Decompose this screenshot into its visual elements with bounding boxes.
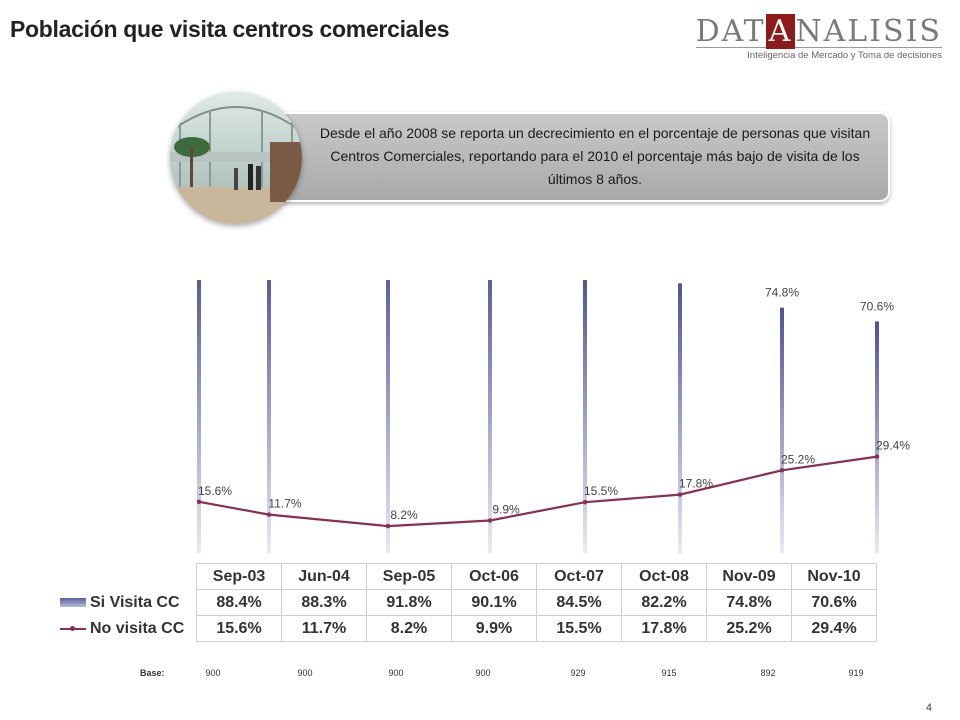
table-category-cell: Jun-04: [281, 563, 367, 590]
bar-si-visita: [488, 280, 492, 553]
page-title: Población que visita centros comerciales: [10, 16, 450, 42]
bar-si-visita: [678, 283, 682, 553]
legend-no-visita: No visita CC: [60, 620, 184, 638]
callout-box: Desde el año 2008 se reporta un decrecim…: [250, 112, 890, 202]
page-number: 4: [925, 702, 932, 714]
no-visita-point: [677, 492, 683, 497]
line-swatch-icon: [60, 626, 86, 631]
base-value: 919: [848, 668, 864, 678]
legend-si-visita: Si Visita CC: [60, 594, 180, 612]
bar-si-visita: [780, 307, 784, 553]
table-no-cell: 15.5%: [536, 615, 622, 642]
table-no-cell: 17.8%: [621, 615, 707, 642]
bar-swatch-icon: [60, 598, 86, 607]
bar-si-visita: [267, 280, 271, 553]
table-no-cell: 9.9%: [451, 615, 537, 642]
table-header-row: Sep-03 Jun-04 Sep-05 Oct-06 Oct-07 Oct-08 Nov-…: [196, 563, 877, 590]
line-data-label: 25.2%: [781, 452, 815, 466]
base-value: 900: [205, 668, 221, 678]
bar-si-visita: [875, 321, 879, 553]
logo-wordmark: DAT A NALISIS: [695, 14, 942, 49]
table-si-cell: 84.5%: [536, 589, 622, 616]
table-category-cell: Oct-07: [536, 563, 622, 590]
datanalisis-logo: DAT A NALISIS Inteligencia de Mercado y To…: [695, 14, 942, 61]
no-visita-point: [266, 512, 272, 517]
legend-label: Si Visita CC: [90, 594, 180, 611]
line-data-label: 9.9%: [492, 503, 520, 517]
table-si-cell: 88.3%: [281, 589, 367, 616]
table-no-cell: 8.2%: [366, 615, 452, 642]
bar-data-label: 74.8%: [765, 286, 799, 300]
base-label: Base:: [140, 668, 165, 678]
data-table: Sep-03 Jun-04 Sep-05 Oct-06 Oct-07 Oct-08 Nov-…: [196, 563, 877, 642]
shopping-mall-photo: [170, 92, 302, 224]
table-category-cell: Oct-06: [451, 563, 537, 590]
table-no-cell: 11.7%: [281, 615, 367, 642]
line-data-label: 8.2%: [390, 508, 418, 522]
table-no-cell: 25.2%: [706, 615, 792, 642]
no-visita-point: [196, 499, 202, 505]
visits-chart: 88.4%88.3%91.8%90.1%84.5%82.2%74.8%70.6%…: [196, 280, 910, 553]
callout-text: Desde el año 2008 se reporta un decrecim…: [319, 125, 871, 187]
table-si-cell: 88.4%: [196, 589, 282, 616]
bar-si-visita: [197, 280, 201, 553]
table-si-cell: 91.8%: [366, 589, 452, 616]
table-row-no: 15.6% 11.7% 8.2% 9.9% 15.5% 17.8% 25.2% 29.4%: [196, 615, 877, 642]
table-si-cell: 70.6%: [791, 589, 877, 616]
no-visita-line: [198, 455, 878, 528]
no-visita-point: [582, 499, 588, 505]
base-value: 915: [661, 668, 677, 678]
base-value: 900: [475, 668, 491, 678]
base-value: 929: [570, 668, 586, 678]
bar-si-visita: [583, 280, 587, 553]
table-no-cell: 15.6%: [196, 615, 282, 642]
table-category-cell: Sep-05: [366, 563, 452, 590]
no-visita-point: [779, 468, 785, 473]
table-si-cell: 74.8%: [706, 589, 792, 616]
table-no-cell: 29.4%: [791, 615, 877, 642]
bar-data-label: 70.6%: [860, 299, 894, 313]
no-visita-point: [487, 518, 493, 523]
table-category-cell: Nov-09: [706, 563, 792, 590]
table-category-cell: Sep-03: [196, 563, 282, 590]
table-row-si: 88.4% 88.3% 91.8% 90.1% 84.5% 82.2% 74.8% 70.6%: [196, 589, 877, 616]
line-data-label: 17.8%: [679, 477, 713, 491]
table-category-cell: Oct-08: [621, 563, 707, 590]
base-value: 892: [760, 668, 776, 678]
line-data-label: 15.5%: [584, 484, 618, 498]
no-visita-point: [385, 523, 391, 529]
line-data-label: 15.6%: [198, 484, 232, 498]
line-data-label: 11.7%: [268, 497, 301, 511]
legend-label: No visita CC: [90, 620, 185, 637]
base-value: 900: [388, 668, 404, 678]
bar-si-visita: [386, 280, 390, 553]
logo-tagline: Inteligencia de Mercado y Toma de decisi…: [695, 47, 942, 61]
base-value: 900: [297, 668, 313, 678]
table-si-cell: 90.1%: [451, 589, 537, 616]
table-si-cell: 82.2%: [621, 589, 707, 616]
no-visita-point: [874, 454, 880, 459]
line-data-label: 29.4%: [876, 439, 910, 453]
table-category-cell: Nov-10: [791, 563, 877, 590]
